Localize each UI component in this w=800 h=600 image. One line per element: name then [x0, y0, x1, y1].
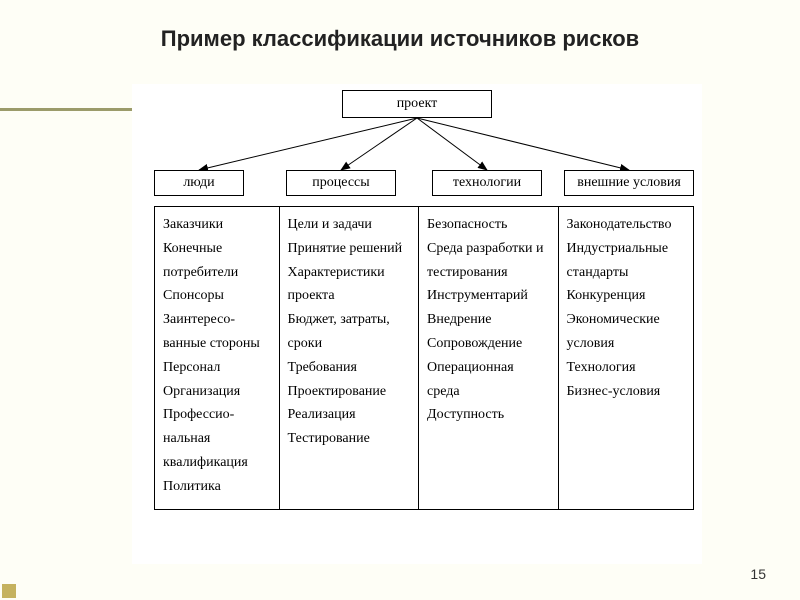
- table-column-technology: БезопасностьСреда разработки и тестирова…: [419, 207, 558, 509]
- corner-marker: [2, 584, 16, 598]
- list-item: Цели и задачи: [288, 213, 410, 237]
- list-item: Операционная среда: [427, 356, 549, 404]
- list-item: Индустриальные стандарты: [567, 237, 686, 285]
- list-item: Заказчики: [163, 213, 271, 237]
- list-item: Конечные потребители: [163, 237, 271, 285]
- details-table: ЗаказчикиКонечные потребителиСпонсорыЗаи…: [154, 206, 694, 510]
- list-item: Реализация: [288, 403, 410, 427]
- list-item: Проектирование: [288, 380, 410, 404]
- list-item: Спонсоры: [163, 284, 271, 308]
- list-item: Доступность: [427, 403, 549, 427]
- list-item: Заинтересо-ванные стороны: [163, 308, 271, 356]
- root-node: проект: [342, 90, 492, 118]
- list-item: Тестирование: [288, 427, 410, 451]
- list-item: Бюджет, затраты, сроки: [288, 308, 410, 356]
- list-item: Инструментарий: [427, 284, 549, 308]
- page-number: 15: [750, 566, 766, 582]
- table-column-external: ЗаконодательствоИндустриальные стандарты…: [559, 207, 694, 509]
- slide-title: Пример классификации источников рисков: [0, 0, 800, 60]
- list-item: Бизнес-условия: [567, 380, 686, 404]
- list-item: Политика: [163, 475, 271, 499]
- list-item: Профессио-нальная квалификация: [163, 403, 271, 474]
- list-item: Характеристики проекта: [288, 261, 410, 309]
- list-item: Персонал: [163, 356, 271, 380]
- list-item: Технология: [567, 356, 686, 380]
- category-node-external: внешние условия: [564, 170, 694, 196]
- table-column-processes: Цели и задачиПринятие решенийХарактерист…: [280, 207, 419, 509]
- list-item: Конкуренция: [567, 284, 686, 308]
- category-node-technology: технологии: [432, 170, 542, 196]
- list-item: Внедрение: [427, 308, 549, 332]
- category-node-people: люди: [154, 170, 244, 196]
- list-item: Принятие решений: [288, 237, 410, 261]
- list-item: Экономические условия: [567, 308, 686, 356]
- list-item: Законодательство: [567, 213, 686, 237]
- diagram-area: проект люди процессы технологии внешние …: [132, 84, 702, 564]
- list-item: Требования: [288, 356, 410, 380]
- list-item: Безопасность: [427, 213, 549, 237]
- list-item: Среда разработки и тестирования: [427, 237, 549, 285]
- category-node-processes: процессы: [286, 170, 396, 196]
- divider-line: [0, 108, 132, 111]
- table-column-people: ЗаказчикиКонечные потребителиСпонсорыЗаи…: [155, 207, 280, 509]
- list-item: Сопровождение: [427, 332, 549, 356]
- list-item: Организация: [163, 380, 271, 404]
